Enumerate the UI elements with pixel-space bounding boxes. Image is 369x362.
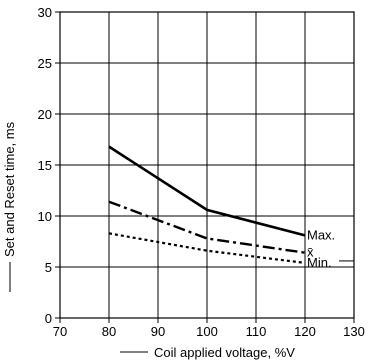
series-line-1 [108, 200, 306, 254]
y-tick-label: 10 [38, 209, 52, 224]
x-tick-label: 130 [343, 324, 365, 339]
y-tick-labels: 0 5 10 15 20 25 30 [38, 5, 52, 326]
x-tick-label: 110 [246, 324, 267, 339]
x-tick-label: 120 [294, 324, 316, 339]
y-tick-label: 25 [38, 56, 52, 71]
x-tick-labels: 70 80 90 100 110 120 130 [53, 324, 365, 339]
x-tick-label: 90 [151, 324, 165, 339]
series-line-0 [108, 145, 306, 237]
y-tick-label: 5 [45, 260, 52, 275]
y-tick-label: 20 [38, 107, 52, 122]
x-tick-label: 80 [102, 324, 116, 339]
series-lines [108, 145, 306, 265]
y-tick-label: 30 [38, 5, 52, 20]
x-axis-title: Coil applied voltage, %V [154, 345, 295, 360]
y-tick-label: 0 [45, 311, 52, 326]
x-tick-label: 100 [196, 324, 218, 339]
y-axis-title-group: Set and Reset time, ms [2, 121, 17, 292]
series-label: x̄ [307, 245, 314, 260]
x-tick-label: 70 [53, 324, 67, 339]
series-label: Max. [307, 227, 335, 242]
plot-frame [59, 11, 355, 319]
x-axis-title-group: Coil applied voltage, %V [120, 345, 295, 360]
grid-lines [55, 11, 355, 323]
series-labels: Max. x̄Min. [307, 227, 335, 270]
y-tick-label: 15 [38, 158, 52, 173]
y-axis-title: Set and Reset time, ms [2, 121, 17, 257]
series-label: Min. [307, 255, 332, 270]
